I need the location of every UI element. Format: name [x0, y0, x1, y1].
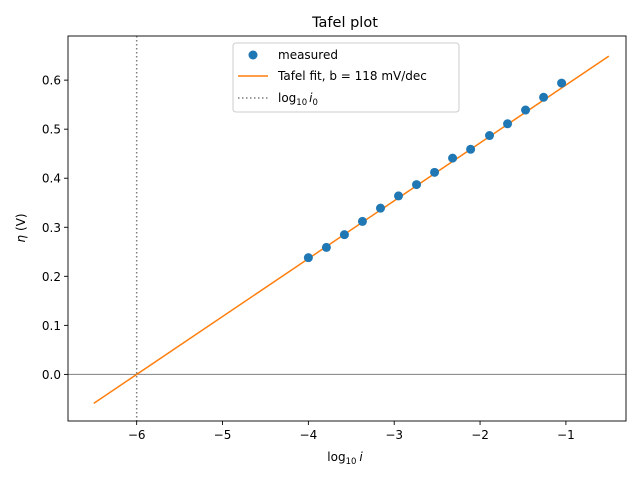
legend-box — [232, 42, 460, 113]
x-axis-label: log10 i — [327, 450, 363, 467]
legend-label-log-i0: log10 i0 — [278, 91, 318, 108]
measured-point — [339, 230, 349, 240]
x-tick-label: −3 — [385, 428, 403, 442]
legend-label-log-i0-sub: 10 — [296, 98, 307, 108]
x-axis-label-main: log — [327, 450, 345, 464]
y-tick-label: 0.5 — [42, 123, 61, 137]
legend: measured Tafel fit, b = 118 mV/dec log10… — [232, 42, 460, 113]
y-tick-label: 0.2 — [42, 270, 61, 284]
y-tick-label: 0.3 — [42, 221, 61, 235]
measured-point — [503, 119, 513, 129]
x-tick-label: −4 — [300, 428, 318, 442]
legend-label-log-i0-var-sub: 0 — [312, 98, 317, 108]
y-axis-label: η (V) — [14, 213, 28, 242]
measured-point — [539, 92, 549, 102]
measured-point — [321, 242, 331, 252]
tafel-fit-line — [93, 55, 610, 404]
legend-marker-measured — [248, 50, 258, 60]
y-axis-label-unit: (V) — [14, 213, 28, 231]
legend-label-tafel-fit: Tafel fit, b = 118 mV/dec — [277, 69, 427, 83]
measured-point — [466, 144, 476, 154]
x-tick-label: −6 — [128, 428, 146, 442]
measured-point — [485, 131, 495, 141]
measured-point — [303, 253, 313, 263]
x-axis-label-variable: i — [359, 450, 363, 464]
y-tick-label: 0.1 — [42, 319, 61, 333]
measured-point — [412, 180, 422, 190]
y-tick-label: 0.6 — [42, 74, 61, 88]
plot-area — [68, 36, 626, 421]
x-tick-label: −2 — [471, 428, 489, 442]
measured-point — [557, 78, 567, 88]
axes-frame — [67, 35, 627, 422]
chart-title: Tafel plot — [311, 15, 378, 31]
measured-point — [448, 153, 458, 163]
y-tick-label: 0.4 — [42, 172, 61, 186]
x-axis-label-subscript: 10 — [346, 457, 357, 467]
y-axis-label-variable: η — [14, 235, 28, 243]
plot-content — [68, 36, 626, 421]
measured-point — [394, 191, 404, 201]
measured-point — [521, 105, 531, 115]
measured-point — [357, 216, 367, 226]
y-tick-label: 0.0 — [42, 368, 61, 382]
legend-label-log-i0-var: i — [309, 91, 313, 105]
x-tick-label: −1 — [557, 428, 575, 442]
axes: −6 −5 −4 −3 −2 −1 0.0 0.1 0.2 0.3 0.4 0.5 0.6 — [42, 35, 627, 442]
measured-point — [375, 203, 385, 213]
legend-label-measured: measured — [278, 48, 338, 62]
legend-label-log-i0-main: log — [278, 91, 296, 105]
x-tick-label: −5 — [214, 428, 232, 442]
measured-point — [430, 167, 440, 177]
